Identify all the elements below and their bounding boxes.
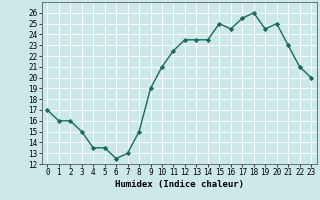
X-axis label: Humidex (Indice chaleur): Humidex (Indice chaleur)	[115, 180, 244, 189]
